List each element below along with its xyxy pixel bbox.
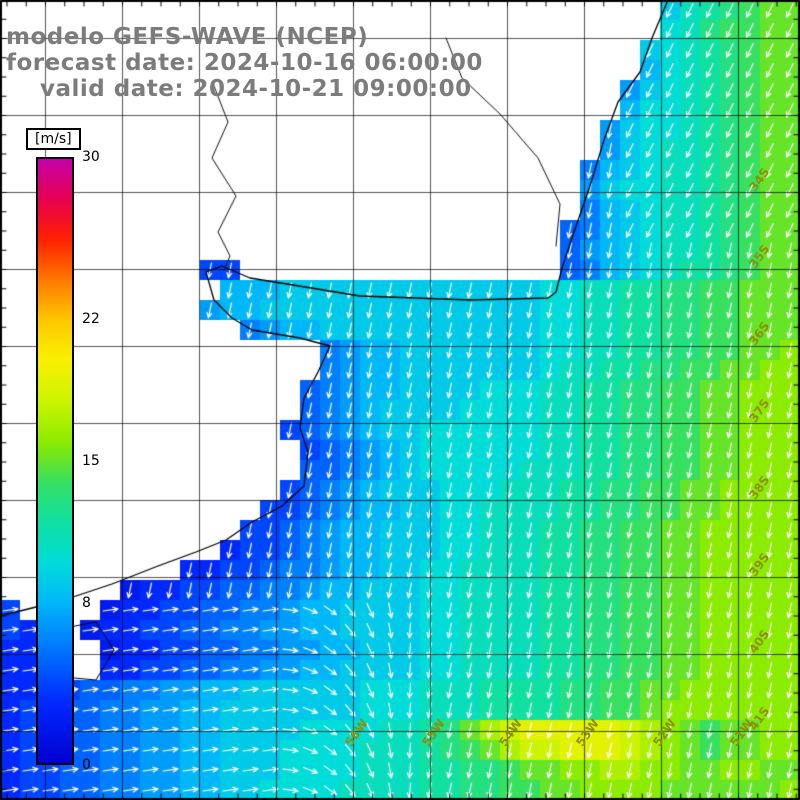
forecast-date-line: forecast date: 2024-10-16 06:00:00: [6, 50, 483, 76]
valid-date-line: valid date: 2024-10-21 09:00:00: [40, 76, 472, 102]
colorbar-tick-label: 30: [82, 149, 100, 165]
colorbar-unit-label: [m/s]: [26, 128, 81, 150]
colorbar-tick-label: 22: [82, 311, 100, 328]
model-title: modelo GEFS-WAVE (NCEP): [6, 24, 369, 50]
colorbar-gradient: [36, 157, 74, 765]
colorbar-tick-label: 8: [82, 594, 91, 611]
colorbar-tick-label: 0: [82, 757, 91, 773]
title-block: modelo GEFS-WAVE (NCEP) forecast date: 2…: [6, 24, 483, 102]
colorbar-tick-label: 15: [82, 453, 100, 469]
